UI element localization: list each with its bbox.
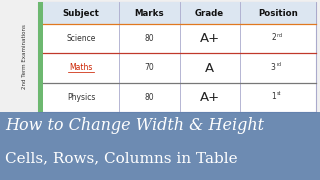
Bar xyxy=(38,2,316,112)
Text: Cells, Rows, Columns in Table: Cells, Rows, Columns in Table xyxy=(5,151,238,165)
Text: Marks: Marks xyxy=(135,8,164,17)
Text: Grade: Grade xyxy=(195,8,224,17)
Text: Subject: Subject xyxy=(63,8,100,17)
Text: A: A xyxy=(205,62,214,75)
Bar xyxy=(0,112,320,180)
Text: rd: rd xyxy=(277,62,282,67)
Bar xyxy=(38,2,43,112)
Text: Science: Science xyxy=(67,34,96,43)
Text: Physics: Physics xyxy=(67,93,95,102)
Text: nd: nd xyxy=(277,33,283,38)
Text: 80: 80 xyxy=(145,93,154,102)
Text: 2nd Term Examinations: 2nd Term Examinations xyxy=(22,24,28,89)
Text: A+: A+ xyxy=(199,91,220,104)
Text: Maths: Maths xyxy=(69,64,93,73)
Text: How to Change Width & Height: How to Change Width & Height xyxy=(5,118,264,134)
Text: Position: Position xyxy=(258,8,298,17)
Text: A+: A+ xyxy=(199,32,220,45)
Text: 70: 70 xyxy=(145,64,154,73)
Bar xyxy=(43,2,316,24)
Text: st: st xyxy=(277,91,281,96)
Text: 80: 80 xyxy=(145,34,154,43)
Text: 3: 3 xyxy=(271,62,276,71)
Text: 2: 2 xyxy=(271,33,276,42)
Text: 1: 1 xyxy=(271,92,276,101)
